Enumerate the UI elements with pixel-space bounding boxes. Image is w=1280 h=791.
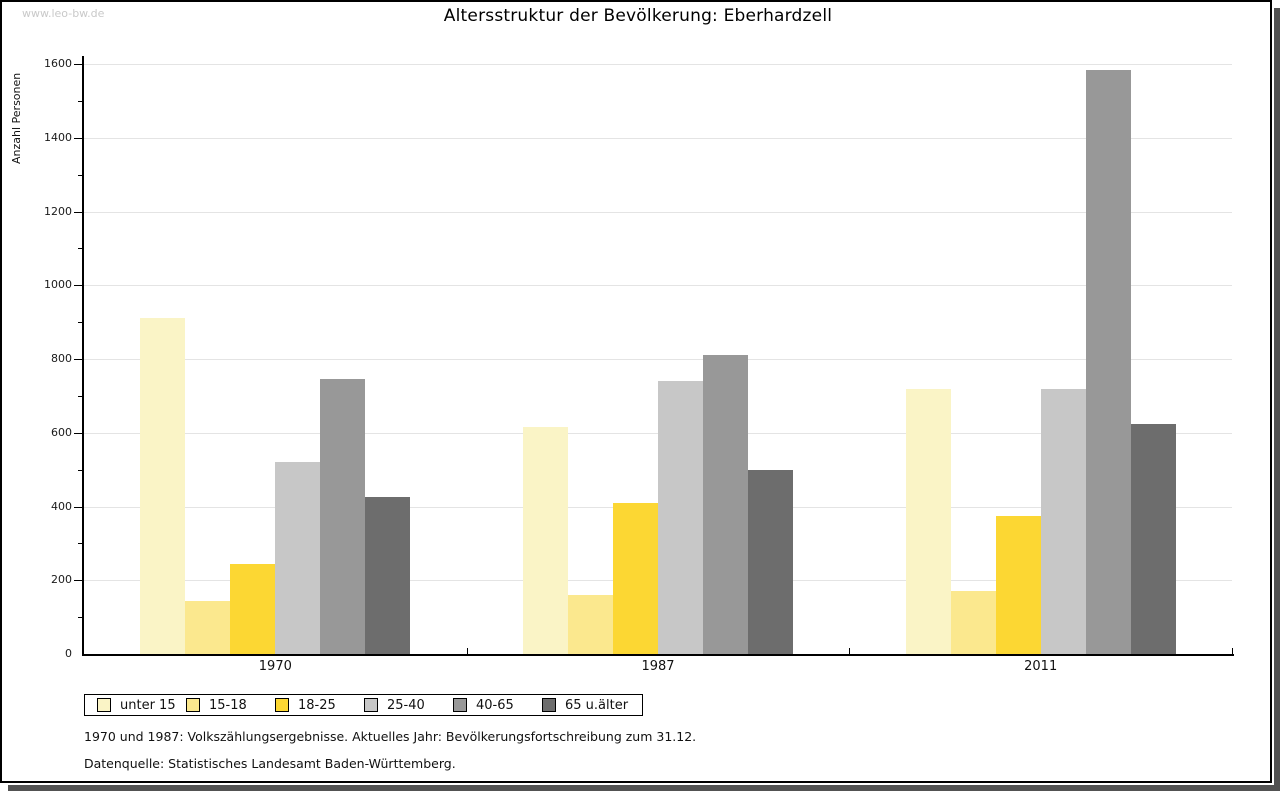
- y-tick-label-600: 600: [51, 425, 72, 439]
- bars-1970: [84, 318, 467, 654]
- gridline-1600: [84, 64, 1232, 65]
- y-tick-1400: [74, 137, 82, 139]
- y-tick-1000: [74, 285, 82, 287]
- y-tick-label-400: 400: [51, 499, 72, 513]
- frame-shadow-right: [1274, 8, 1280, 791]
- gridline-1200: [84, 211, 1232, 213]
- legend-label: 40-65: [476, 697, 514, 713]
- bar-1987-18-25: [613, 502, 658, 654]
- x-axis-labels: 1970 1987 2011: [84, 659, 1232, 674]
- bar-1970-15-18: [185, 600, 231, 654]
- y-minor-tick-1100: [78, 248, 82, 250]
- legend-item-65-u-lter: 65 u.älter: [536, 698, 636, 713]
- frame-shadow-bottom: [8, 785, 1280, 791]
- bar-2011-18-25: [995, 515, 1041, 654]
- legend-item-unter-15: unter 15: [91, 698, 180, 713]
- x-label-1970: 1970: [258, 659, 292, 674]
- y-tick-400: [74, 506, 82, 508]
- legend-swatch-icon: [275, 698, 289, 712]
- legend-item-15-18: 15-18: [180, 698, 269, 713]
- y-tick-800: [74, 359, 82, 360]
- y-tick-1600: [74, 64, 82, 65]
- y-axis-line: [82, 56, 84, 656]
- bar-1970-18-25: [230, 563, 276, 654]
- legend-swatch-icon: [364, 698, 378, 712]
- legend-label: 15-18: [209, 697, 247, 713]
- x-label-1987: 1987: [641, 659, 675, 674]
- bars-1987: [467, 355, 850, 654]
- bar-1987-65-u-lter: [748, 469, 793, 654]
- x-tick-2: [849, 648, 851, 655]
- legend-item-25-40: 25-40: [358, 698, 447, 713]
- legend-label: unter 15: [120, 697, 176, 713]
- gridline-1000: [84, 285, 1232, 287]
- legend-swatch-icon: [186, 698, 200, 712]
- legend-swatch-icon: [97, 698, 111, 712]
- footnote-source-note: 1970 und 1987: Volkszählungsergebnisse. …: [84, 729, 697, 744]
- bar-1987-15-18: [568, 595, 613, 654]
- x-label-2011: 2011: [1024, 659, 1058, 674]
- legend-item-40-65: 40-65: [447, 698, 536, 713]
- legend-label: 65 u.älter: [565, 697, 629, 713]
- y-tick-label-1400: 1400: [44, 130, 72, 144]
- x-axis-line: [82, 654, 1234, 656]
- legend: unter 15 15-18 18-25 25-40 40-65 65 u.älter: [84, 694, 644, 716]
- footnote-data-source: Datenquelle: Statistisches Landesamt Bad…: [84, 756, 456, 771]
- y-tick-label-800: 800: [51, 352, 72, 365]
- watermark: www.leo-bw.de: [22, 7, 105, 20]
- y-tick-label-200: 200: [51, 573, 72, 587]
- y-tick-600: [74, 432, 82, 434]
- y-tick-1200: [74, 211, 82, 213]
- y-tick-label-1000: 1000: [44, 278, 72, 292]
- bar-2011-25-40: [1040, 388, 1086, 654]
- x-tick-3: [1232, 648, 1233, 655]
- y-tick-label-1200: 1200: [44, 204, 72, 218]
- bar-group-1970: [84, 64, 467, 654]
- bar-2011-15-18: [950, 591, 996, 654]
- x-tick-1: [466, 648, 468, 655]
- bar-1987-40-65: [703, 355, 748, 654]
- y-tick-200: [74, 580, 82, 582]
- y-tick-label-0: 0: [65, 647, 72, 660]
- y-axis-label: Anzahl Personen: [10, 72, 23, 164]
- gridline-1400: [84, 137, 1232, 139]
- y-minor-tick-100: [78, 617, 82, 619]
- plot-area: [84, 64, 1232, 654]
- legend-swatch-icon: [542, 698, 556, 712]
- chart-title: Altersstruktur der Bevölkerung: Eberhard…: [443, 6, 833, 26]
- bar-1970-40-65: [320, 379, 366, 654]
- bar-2011-40-65: [1085, 69, 1131, 654]
- bar-group-2011: [849, 64, 1232, 654]
- bar-1970-65-u-lter: [365, 497, 411, 654]
- y-minor-tick-500: [78, 469, 82, 471]
- bar-group-1987: [467, 64, 850, 654]
- legend-label: 18-25: [298, 697, 336, 713]
- y-minor-tick-300: [78, 543, 82, 545]
- y-tick-label-1600: 1600: [44, 57, 72, 70]
- bars-2011: [849, 69, 1232, 654]
- legend-label: 25-40: [387, 697, 425, 713]
- bar-1970-unter-15: [140, 318, 186, 654]
- y-minor-tick-900: [78, 322, 82, 324]
- bar-1987-25-40: [658, 381, 703, 654]
- legend-item-18-25: 18-25: [269, 698, 358, 713]
- gridline-800: [84, 359, 1232, 360]
- bar-2011-65-u-lter: [1130, 423, 1176, 654]
- y-minor-tick-1300: [78, 174, 82, 176]
- legend-swatch-icon: [453, 698, 467, 712]
- y-minor-tick-1500: [78, 100, 82, 102]
- bar-2011-unter-15: [905, 388, 951, 654]
- y-minor-tick-700: [78, 395, 82, 397]
- bar-1970-25-40: [275, 462, 321, 654]
- bar-1987-unter-15: [523, 427, 568, 654]
